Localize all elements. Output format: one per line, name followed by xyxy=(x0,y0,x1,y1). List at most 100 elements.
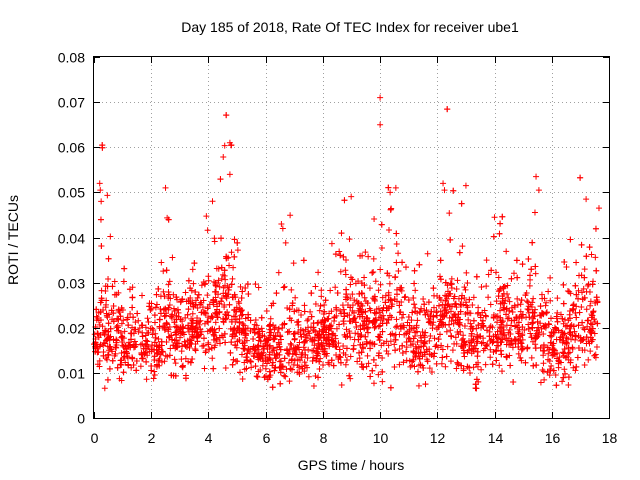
data-point xyxy=(440,321,447,328)
data-point xyxy=(218,264,225,271)
data-point xyxy=(506,307,513,314)
data-point xyxy=(411,301,418,308)
data-point xyxy=(453,304,460,311)
data-point xyxy=(486,333,493,340)
data-point xyxy=(113,337,120,344)
data-point xyxy=(364,352,371,359)
data-point xyxy=(304,364,311,371)
data-point xyxy=(258,314,265,321)
data-point xyxy=(573,259,580,266)
data-point xyxy=(188,320,195,327)
data-point xyxy=(378,221,385,228)
data-point xyxy=(485,294,492,301)
data-point xyxy=(275,325,282,332)
data-point xyxy=(211,344,218,351)
data-point xyxy=(125,322,132,329)
data-point xyxy=(243,354,250,361)
data-point xyxy=(448,333,455,340)
data-point xyxy=(267,356,274,363)
data-point xyxy=(563,334,570,341)
data-point xyxy=(236,300,243,307)
data-point xyxy=(528,334,535,341)
data-point xyxy=(139,340,146,347)
data-point xyxy=(264,341,271,348)
data-point xyxy=(106,365,113,372)
x-tick-label: 16 xyxy=(545,430,561,446)
data-point xyxy=(460,332,467,339)
data-point xyxy=(376,337,383,344)
data-point xyxy=(300,257,307,264)
data-point xyxy=(358,349,365,356)
x-tick-label: 2 xyxy=(148,430,156,446)
data-point xyxy=(204,292,211,299)
data-point xyxy=(270,322,277,329)
data-point xyxy=(474,353,481,360)
data-point xyxy=(385,227,392,234)
data-point xyxy=(223,112,230,119)
data-point xyxy=(313,357,320,364)
data-point xyxy=(593,294,600,301)
data-point xyxy=(162,305,169,312)
data-point xyxy=(400,359,407,366)
data-point xyxy=(271,367,278,374)
data-point xyxy=(371,324,378,331)
data-point xyxy=(216,325,223,332)
data-point xyxy=(248,358,255,365)
data-point xyxy=(350,346,357,353)
data-point xyxy=(225,286,232,293)
data-point xyxy=(228,141,235,148)
data-point xyxy=(392,324,399,331)
data-point xyxy=(474,363,481,370)
data-point xyxy=(419,362,426,369)
data-point xyxy=(564,322,571,329)
data-point xyxy=(100,307,107,314)
data-point xyxy=(373,310,380,317)
data-point xyxy=(587,348,594,355)
data-point xyxy=(388,303,395,310)
data-point xyxy=(482,312,489,319)
data-point xyxy=(316,307,323,314)
data-point xyxy=(214,314,221,321)
data-point xyxy=(291,336,298,343)
data-point xyxy=(546,372,553,379)
data-point xyxy=(110,302,117,309)
data-point xyxy=(151,319,158,326)
data-point xyxy=(244,281,251,288)
data-point xyxy=(361,274,368,281)
data-point xyxy=(437,316,444,323)
data-point xyxy=(114,364,121,371)
data-point xyxy=(376,350,383,357)
data-point xyxy=(294,319,301,326)
data-point xyxy=(318,343,325,350)
data-point xyxy=(94,315,101,322)
data-point xyxy=(402,293,409,300)
data-point xyxy=(343,296,350,303)
data-point xyxy=(540,311,547,318)
data-point xyxy=(174,306,181,313)
x-axis-ticks: 0 2 4 6 8 10 12 14 16 18 xyxy=(91,57,617,446)
data-point xyxy=(396,346,403,353)
data-point xyxy=(256,328,263,335)
data-point xyxy=(515,319,522,326)
data-point xyxy=(561,259,568,266)
data-point xyxy=(472,345,479,352)
data-point xyxy=(567,236,574,243)
data-point xyxy=(146,303,153,310)
data-point xyxy=(257,367,264,374)
data-point xyxy=(217,340,224,347)
data-point xyxy=(474,310,481,317)
data-point xyxy=(392,347,399,354)
data-point xyxy=(587,320,594,327)
data-point xyxy=(299,365,306,372)
data-point xyxy=(446,210,453,217)
data-point xyxy=(357,326,364,333)
data-point xyxy=(415,350,422,357)
data-point xyxy=(565,382,572,389)
data-point xyxy=(559,378,566,385)
data-point xyxy=(583,288,590,295)
data-point xyxy=(236,325,243,332)
data-point xyxy=(452,334,459,341)
data-point xyxy=(362,308,369,315)
data-point xyxy=(379,328,386,335)
data-point xyxy=(202,347,209,354)
